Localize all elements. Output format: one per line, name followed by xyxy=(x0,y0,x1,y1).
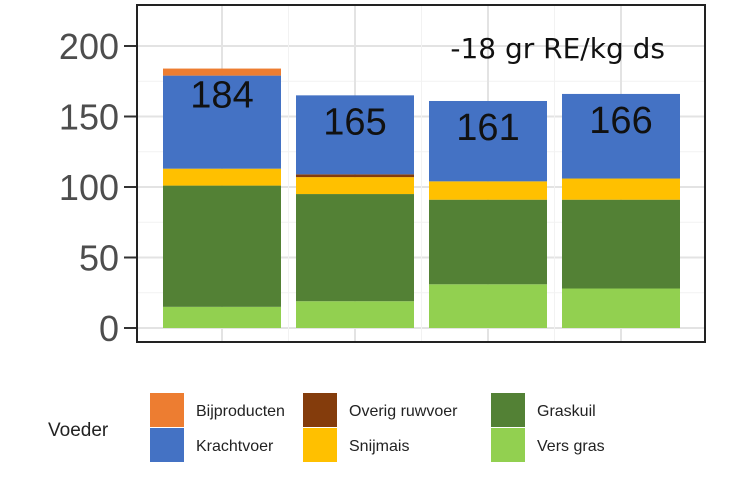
bars xyxy=(163,68,680,328)
bar-segment-vers-gras xyxy=(429,284,547,328)
bar-segment-vers-gras xyxy=(296,301,414,328)
bar-segment-krachtvoer xyxy=(429,100,547,182)
bar-segment-graskuil xyxy=(562,199,680,289)
y-tick-label: 100 xyxy=(59,167,119,208)
legend-swatch-vers-gras xyxy=(491,428,525,462)
legend-swatch-snijmais xyxy=(303,428,337,462)
bar-segment-krachtvoer xyxy=(163,75,281,169)
bar-segment-krachtvoer xyxy=(296,95,414,175)
y-tick-label: 150 xyxy=(59,97,119,138)
bar-total-label: 166 xyxy=(589,100,652,142)
bar-segment-graskuil xyxy=(163,185,281,307)
data-labels: 184 165 161 166 xyxy=(190,75,652,149)
y-tick-label: 0 xyxy=(99,308,119,349)
legend-swatch-overig-ruwvoer xyxy=(303,393,337,427)
legend-label-krachtvoer: Krachtvoer xyxy=(196,438,274,455)
legend-label-overig-ruwvoer: Overig ruwvoer xyxy=(349,403,458,420)
bar-total-label: 184 xyxy=(190,75,253,117)
chart-annotation: -18 gr RE/kg ds xyxy=(450,32,665,65)
bar-segment-vers-gras xyxy=(562,288,680,328)
legend-label-bijproducten: Bijproducten xyxy=(196,403,285,420)
legend-swatch-krachtvoer xyxy=(150,428,184,462)
plot-frame xyxy=(136,4,706,343)
bar-segment-snijmais xyxy=(562,178,680,200)
bar-segment-bijproducten xyxy=(163,68,281,76)
legend-swatch-graskuil xyxy=(491,393,525,427)
y-tick-label: 50 xyxy=(79,238,119,279)
bar-segment-graskuil xyxy=(296,194,414,302)
bar-total-label: 165 xyxy=(323,101,386,143)
bar-segment-krachtvoer xyxy=(562,93,680,179)
bar-segment-snijmais xyxy=(163,168,281,186)
bar-segment-graskuil xyxy=(429,199,547,285)
legend-swatch-bijproducten xyxy=(150,393,184,427)
legend-title: Voeder xyxy=(48,420,109,441)
y-axis: 0 50 100 150 200 xyxy=(59,26,136,349)
legend-label-vers-gras: Vers gras xyxy=(537,438,605,455)
bar-segment-snijmais xyxy=(429,181,547,200)
bar-total-label: 161 xyxy=(456,107,519,149)
bar-segment-snijmais xyxy=(296,177,414,195)
y-tick-label: 200 xyxy=(59,26,119,67)
legend-label-snijmais: Snijmais xyxy=(349,438,409,455)
legend: Voeder Bijproducten Overig ruwvoer Graskui… xyxy=(48,393,605,462)
bar-segment-overig-ruwvoer xyxy=(296,174,414,178)
bar-segment-vers-gras xyxy=(163,306,281,328)
legend-label-graskuil: Graskuil xyxy=(537,403,596,420)
